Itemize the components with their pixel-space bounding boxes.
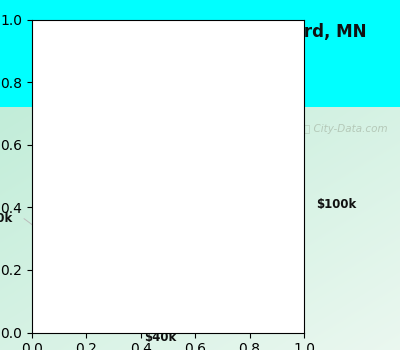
Wedge shape — [168, 155, 288, 251]
Text: Hispanic or Latino residents: Hispanic or Latino residents — [107, 95, 293, 108]
Wedge shape — [168, 229, 282, 298]
Text: ⓘ City-Data.com: ⓘ City-Data.com — [304, 124, 388, 134]
Wedge shape — [48, 155, 168, 271]
Wedge shape — [71, 229, 205, 301]
Text: $200k: $200k — [0, 212, 12, 225]
Text: $40k: $40k — [144, 331, 176, 344]
Text: (%): (%) — [184, 55, 216, 74]
Text: Income distribution in Medford, MN: Income distribution in Medford, MN — [33, 23, 367, 41]
Text: $125k: $125k — [32, 130, 72, 142]
Text: $100k: $100k — [316, 197, 356, 211]
